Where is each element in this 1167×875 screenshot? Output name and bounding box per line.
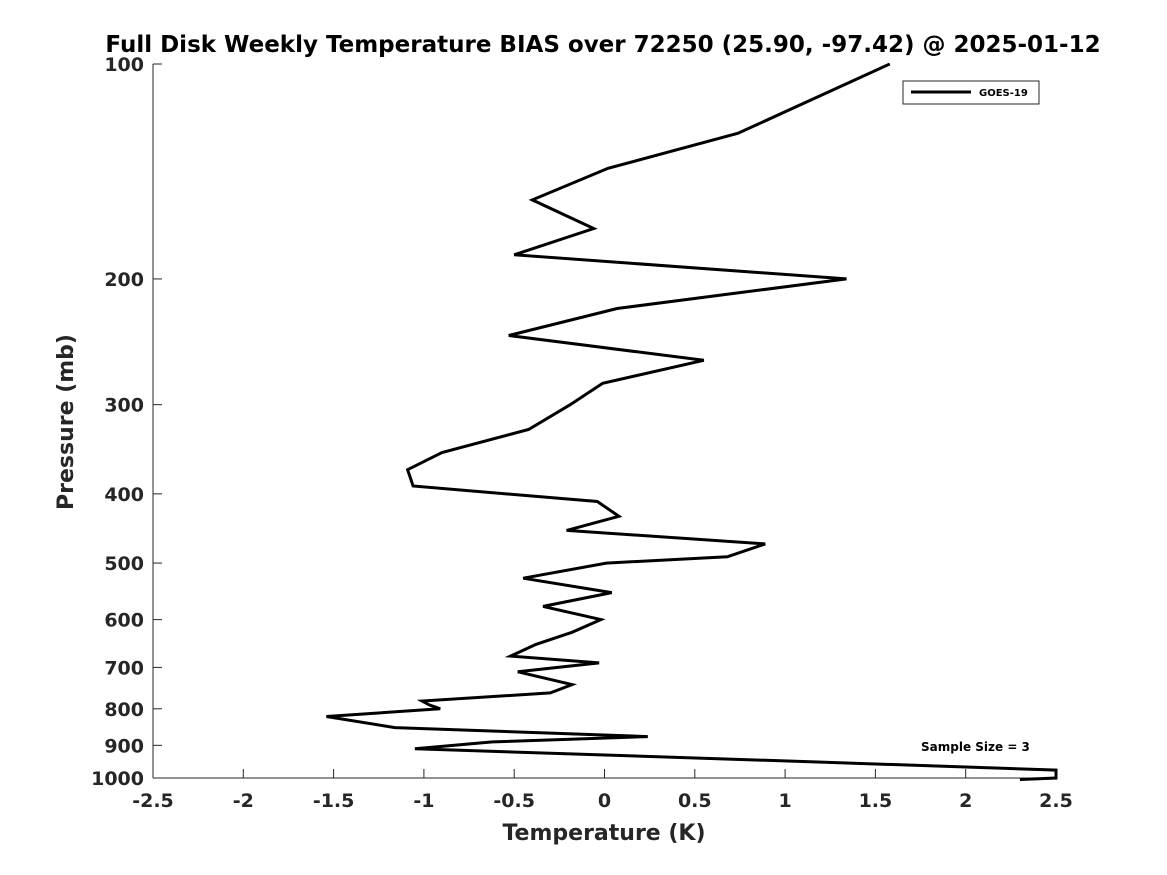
x-tick-label: 1 <box>778 790 791 812</box>
y-tick-label: 600 <box>104 610 144 632</box>
x-tick-label: -1.5 <box>313 790 355 812</box>
chart-title: Full Disk Weekly Temperature BIAS over 7… <box>105 32 1100 58</box>
legend: GOES-19 <box>902 80 1040 105</box>
y-tick-label: 100 <box>104 54 144 76</box>
series-layer <box>326 62 1058 781</box>
y-tick-label: 200 <box>104 269 144 291</box>
y-tick-label: 400 <box>104 484 144 506</box>
x-tick-label: 0 <box>598 790 611 812</box>
x-tick-label: -2.5 <box>132 790 174 812</box>
y-tick-label: 300 <box>104 395 144 417</box>
y-ticks: 100 200 300 400 500 600 700 800 900 1000 <box>91 54 162 790</box>
y-tick-label: 700 <box>104 657 144 679</box>
x-tick-label: 2.5 <box>1039 790 1073 812</box>
x-tick-label: -0.5 <box>493 790 535 812</box>
y-axis-label: Pressure (mb) <box>54 334 79 510</box>
y-tick-label: 500 <box>104 553 144 575</box>
y-tick-label: 900 <box>104 735 144 757</box>
series-line-goes-19 <box>326 62 1058 781</box>
x-tick-label: 0.5 <box>678 790 712 812</box>
y-tick-label: 1000 <box>91 768 144 790</box>
legend-label: GOES-19 <box>979 88 1028 99</box>
x-tick-label: -1 <box>413 790 434 812</box>
x-ticks: -2.5 -2 -1.5 -1 -0.5 0 0.5 1 1.5 2 2.5 <box>132 769 1073 812</box>
x-tick-label: 1.5 <box>859 790 893 812</box>
y-tick-label: 800 <box>104 699 144 721</box>
x-tick-label: 2 <box>959 790 972 812</box>
sample-size-annotation: Sample Size = 3 <box>921 740 1030 754</box>
x-axis-label: Temperature (K) <box>502 821 705 846</box>
x-tick-label: -2 <box>233 790 254 812</box>
